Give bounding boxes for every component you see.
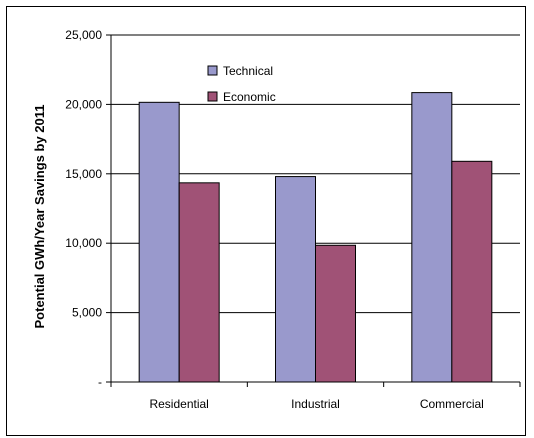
- bar-economic-residential: [178, 182, 220, 383]
- x-tick-labels: Residential Industrial Commercial: [149, 397, 483, 411]
- y-tick-label: 25,000: [65, 28, 102, 42]
- bar-technical-residential: [138, 101, 180, 383]
- legend-label-technical: Technical: [223, 64, 273, 78]
- y-tick-label: 5,000: [72, 306, 102, 320]
- bar-economic-commercial: [451, 160, 493, 383]
- legend-label-economic: Economic: [223, 90, 276, 104]
- legend: Technical Economic: [207, 64, 276, 104]
- x-tick-label: Commercial: [420, 397, 484, 411]
- bar-technical-commercial: [411, 92, 453, 383]
- x-tick-label: Industrial: [291, 397, 340, 411]
- y-tick-label: 15,000: [65, 167, 102, 181]
- y-axis-label: Potential GWh/Year Savings by 2011: [32, 105, 47, 329]
- bar-economic-industrial: [315, 244, 356, 383]
- y-tick-label: 20,000: [65, 97, 102, 111]
- legend-swatch-economic: [207, 91, 218, 102]
- y-tick-label: -: [98, 375, 102, 389]
- legend-swatch-technical: [207, 65, 218, 76]
- axes: [106, 34, 521, 387]
- bars: [138, 92, 493, 383]
- y-tick-labels: - 5,000 10,000 15,000 20,000 25,000: [65, 28, 102, 389]
- bar-technical-industrial: [275, 176, 316, 383]
- x-tick-label: Residential: [149, 397, 208, 411]
- y-tick-label: 10,000: [65, 236, 102, 250]
